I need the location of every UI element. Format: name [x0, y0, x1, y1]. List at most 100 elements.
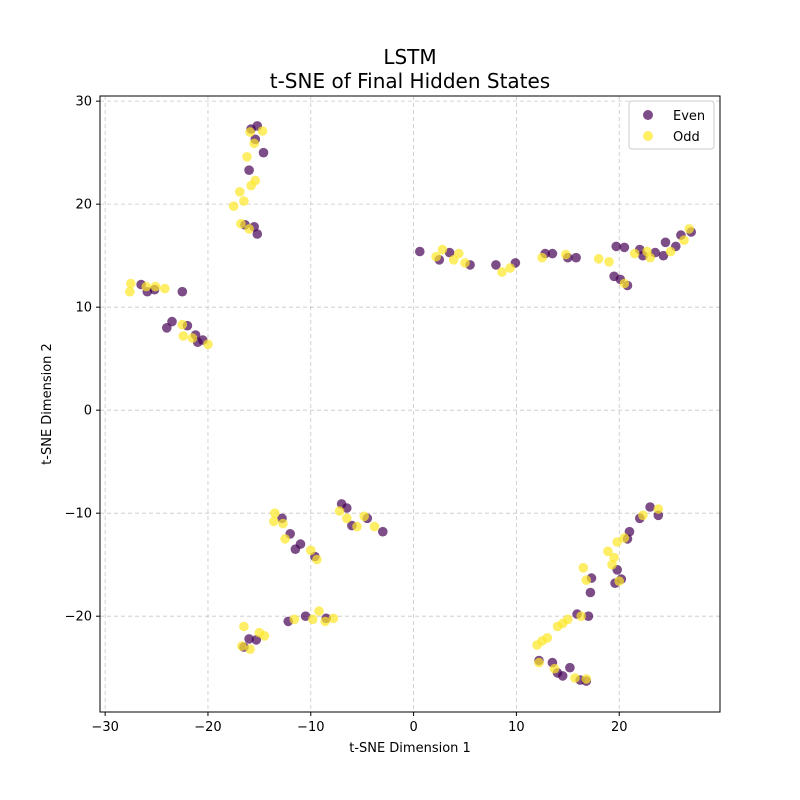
- data-point-odd: [259, 631, 270, 641]
- data-point-odd: [278, 518, 288, 529]
- data-point-odd: [244, 224, 254, 234]
- data-point-even: [547, 248, 558, 259]
- data-point-odd: [306, 545, 316, 556]
- data-point-odd: [178, 331, 189, 341]
- data-point-odd: [125, 286, 135, 297]
- data-point-even: [565, 662, 575, 673]
- y-axis-label: t-SNE Dimension 2: [40, 343, 55, 465]
- data-point-odd: [505, 263, 515, 273]
- data-point-even: [342, 503, 352, 513]
- legend-label-odd: Odd: [673, 130, 700, 145]
- data-point-odd: [549, 663, 560, 674]
- data-point-even: [660, 237, 671, 248]
- data-point-even: [300, 611, 311, 621]
- legend: Even Odd: [628, 100, 715, 150]
- data-point-even: [491, 260, 501, 270]
- data-point-even: [162, 323, 172, 333]
- data-point-odd: [359, 511, 370, 522]
- x-tick-label: 0: [409, 720, 417, 735]
- y-tick-label: −10: [65, 507, 92, 522]
- data-point-even: [444, 247, 455, 258]
- data-point-even: [378, 526, 388, 537]
- chart-title: LSTM: [383, 45, 436, 69]
- data-point-odd: [245, 127, 255, 137]
- x-axis-label: t-SNE Dimension 1: [349, 741, 471, 756]
- y-tick-label: 0: [84, 404, 92, 419]
- plot-area-frame: [99, 95, 721, 713]
- data-point-odd: [642, 246, 652, 257]
- data-point-odd: [581, 674, 592, 684]
- grid: [100, 96, 720, 712]
- data-point-odd: [242, 152, 252, 162]
- data-point-even: [177, 286, 188, 297]
- data-point-odd: [245, 644, 255, 654]
- data-point-odd: [352, 521, 362, 532]
- data-point-even: [619, 242, 630, 253]
- data-point-odd: [239, 621, 249, 632]
- data-point-odd: [246, 180, 256, 191]
- data-points: [125, 121, 696, 686]
- data-point-odd: [570, 673, 580, 683]
- data-point-odd: [235, 187, 245, 197]
- data-point-odd: [679, 235, 689, 245]
- data-point-odd: [629, 248, 640, 259]
- data-point-odd: [534, 657, 544, 668]
- data-point-even: [658, 250, 669, 261]
- data-point-odd: [552, 621, 563, 632]
- x-tick-label: 10: [508, 720, 525, 735]
- data-point-odd: [270, 508, 280, 518]
- chart-subtitle: t-SNE of Final Hidden States: [270, 69, 550, 93]
- y-tick-label: 20: [75, 198, 92, 213]
- data-point-odd: [320, 616, 331, 627]
- data-point-odd: [328, 613, 339, 624]
- data-point-odd: [141, 281, 152, 292]
- data-point-odd: [239, 196, 249, 206]
- data-point-odd: [203, 339, 213, 350]
- y-tick-label: 30: [75, 95, 92, 110]
- data-point-odd: [460, 258, 470, 268]
- data-point-odd: [187, 333, 198, 343]
- data-point-odd: [314, 606, 324, 616]
- data-point-even: [611, 241, 621, 252]
- data-point-odd: [638, 510, 648, 521]
- data-point-even: [295, 539, 306, 549]
- data-point-even: [571, 252, 581, 263]
- data-point-odd: [619, 533, 630, 543]
- data-point-odd: [308, 614, 318, 625]
- data-point-odd: [603, 546, 613, 557]
- data-point-even: [258, 147, 269, 158]
- data-point-odd: [237, 641, 247, 651]
- data-point-odd: [437, 244, 448, 255]
- data-point-even: [583, 611, 594, 621]
- data-point-odd: [126, 278, 136, 289]
- data-point-odd: [236, 218, 246, 229]
- y-tick-label: 10: [75, 301, 92, 316]
- data-point-even: [585, 587, 596, 598]
- data-point-odd: [431, 251, 442, 262]
- data-point-even: [251, 635, 262, 645]
- data-point-odd: [289, 614, 300, 625]
- data-point-odd: [561, 249, 571, 260]
- data-point-odd: [614, 576, 624, 586]
- data-point-odd: [542, 633, 553, 643]
- data-point-odd: [257, 126, 268, 136]
- x-tick-label: −20: [194, 720, 221, 735]
- data-point-odd: [604, 257, 614, 267]
- data-point-odd: [497, 267, 507, 277]
- data-point-odd: [576, 611, 586, 621]
- data-point-even: [415, 246, 425, 257]
- x-tick-label: −10: [297, 720, 324, 735]
- data-point-odd: [448, 254, 459, 265]
- data-point-odd: [280, 534, 290, 544]
- data-point-odd: [537, 252, 547, 263]
- axis-ticks: −30 −20 −10 0 10 20 −20 −10 0 10 20 30: [65, 95, 628, 735]
- data-point-even: [244, 634, 254, 644]
- x-tick-label: 20: [611, 720, 628, 735]
- data-point-odd: [369, 521, 380, 532]
- data-point-odd: [177, 319, 188, 330]
- data-point-odd: [684, 224, 694, 234]
- legend-marker-even: [643, 110, 653, 120]
- x-tick-label: −30: [91, 720, 118, 735]
- data-point-odd: [619, 278, 630, 289]
